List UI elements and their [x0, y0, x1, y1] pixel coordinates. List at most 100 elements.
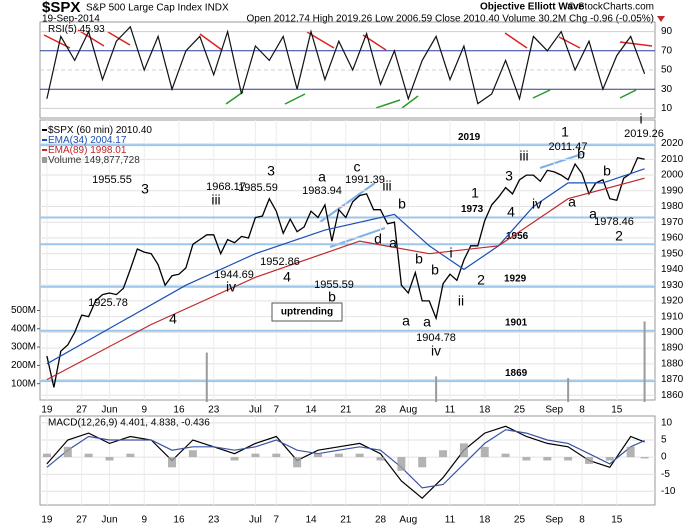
legend-value: 149,877,728	[84, 155, 140, 166]
histogram-bar	[63, 446, 72, 458]
annotation: d	[374, 231, 382, 247]
y-tick-label: 1900	[661, 327, 684, 338]
symbol: $SPX	[42, 0, 80, 16]
annotation: a	[402, 313, 410, 329]
level-label: 1929	[504, 273, 527, 284]
x-tick-label: Aug	[399, 515, 417, 526]
x-tick-label: 23	[208, 405, 220, 416]
legend-swatch	[42, 157, 47, 163]
histogram-bar	[230, 457, 239, 461]
histogram-bar	[313, 453, 322, 458]
y-tick-label: 1920	[661, 296, 684, 307]
x-tick-label: 19	[41, 515, 53, 526]
series-line	[46, 25, 646, 105]
y-tick-label: 0	[661, 452, 667, 463]
legend-name: RSI(5)	[48, 24, 77, 35]
histogram-bar	[564, 457, 573, 461]
volume-bar	[567, 378, 570, 402]
annotation: iv	[226, 279, 236, 295]
legend-entry: EMA(89) 1998.01	[48, 145, 127, 156]
y-tick-label: 90	[661, 26, 673, 37]
histogram-bar	[188, 450, 197, 458]
x-tick-label: 9	[141, 405, 147, 416]
legend-entry: MACD(12,26,9) 4.401, 4.838, -0.436	[48, 418, 210, 429]
y-tick-label: 2020	[661, 138, 684, 149]
y2-tick-label: 200M	[11, 360, 36, 371]
annotation: 4	[507, 204, 515, 220]
histogram-bar	[355, 453, 364, 458]
y-tick-label: 1980	[661, 201, 684, 212]
y-tick-label: 10	[661, 417, 673, 428]
annotation: 2	[477, 272, 485, 288]
histogram-bar	[105, 457, 114, 461]
annotation: 1955.59	[314, 279, 354, 291]
histogram-bar	[126, 453, 135, 458]
histogram-bar	[640, 457, 649, 459]
x-tick-label: Jul	[249, 515, 262, 526]
histogram-bar	[84, 453, 93, 458]
x-tick-label: 8	[579, 515, 585, 526]
source: Objective Elliott Wave	[480, 2, 585, 13]
y-tick-label: 1930	[661, 280, 684, 291]
y2-tick-label: 500M	[11, 305, 36, 316]
y-tick-label: 30	[661, 84, 673, 95]
legend-value: 45.93	[80, 24, 105, 35]
x-tick-label: 23	[208, 515, 220, 526]
annotation: 1	[561, 124, 569, 140]
x-tick-label: 14	[305, 405, 317, 416]
histogram-bar	[584, 457, 593, 464]
annotation: b	[398, 196, 406, 212]
x-tick-label: Jun	[101, 515, 117, 526]
annotation: 1983.94	[302, 185, 342, 197]
annotation: b	[415, 251, 423, 267]
histogram-bar	[605, 457, 614, 461]
x-tick-label: Sep	[545, 405, 563, 416]
stats: Open 2012.74 High 2019.26 Low 2006.59 Cl…	[247, 14, 655, 25]
annotation: a	[423, 314, 431, 330]
x-tick-label: Sep	[545, 515, 563, 526]
y-tick-label: 1960	[661, 233, 684, 244]
y-tick-label: -10	[661, 486, 676, 497]
annotation: iii	[519, 148, 528, 164]
x-tick-label: 8	[579, 405, 585, 416]
annotation: 1944.69	[214, 269, 254, 281]
histogram-bar	[293, 457, 302, 468]
x-tick-label: 9	[141, 515, 147, 526]
y-tick-label: 1910	[661, 311, 684, 322]
x-tick-label: 25	[514, 515, 526, 526]
legend-name: Volume	[48, 155, 82, 166]
y-tick-label: 1950	[661, 248, 684, 259]
x-tick-label: 28	[375, 405, 387, 416]
date: 19-Sep-2014	[42, 14, 100, 25]
y-tick-label: 5	[661, 435, 667, 446]
histogram-bar	[334, 453, 343, 458]
annotation: b	[431, 262, 439, 278]
annotation: iii	[211, 192, 220, 208]
annotation: iv	[431, 343, 441, 359]
annotation: 1955.55	[92, 174, 132, 186]
annotation: 4	[283, 269, 291, 285]
y-tick-label: 1860	[661, 390, 684, 401]
x-tick-label: 19	[41, 405, 53, 416]
legend-name: EMA(89)	[48, 145, 87, 156]
x-tick-label: Jul	[249, 405, 262, 416]
histogram-bar	[501, 453, 510, 458]
symbol-name: S&P 500 Large Cap Index INDX	[86, 3, 229, 14]
annotation: 1985.59	[238, 182, 278, 194]
annotation: 1991.39	[345, 174, 385, 186]
annotation: b	[577, 146, 585, 162]
annotation: 3	[505, 168, 513, 184]
x-tick-label: 11	[445, 515, 456, 526]
volume-bar	[205, 352, 208, 402]
x-tick-label: 16	[173, 515, 185, 526]
x-tick-label: 18	[479, 405, 491, 416]
histogram-bar	[251, 453, 260, 458]
x-tick-label: 7	[273, 515, 279, 526]
x-tick-label: Aug	[399, 405, 417, 416]
level-label: 1869	[505, 368, 528, 379]
x-tick-label: 16	[173, 405, 185, 416]
annotation: a	[389, 235, 397, 251]
x-tick-label: 14	[305, 515, 317, 526]
histogram-bar	[168, 457, 177, 468]
